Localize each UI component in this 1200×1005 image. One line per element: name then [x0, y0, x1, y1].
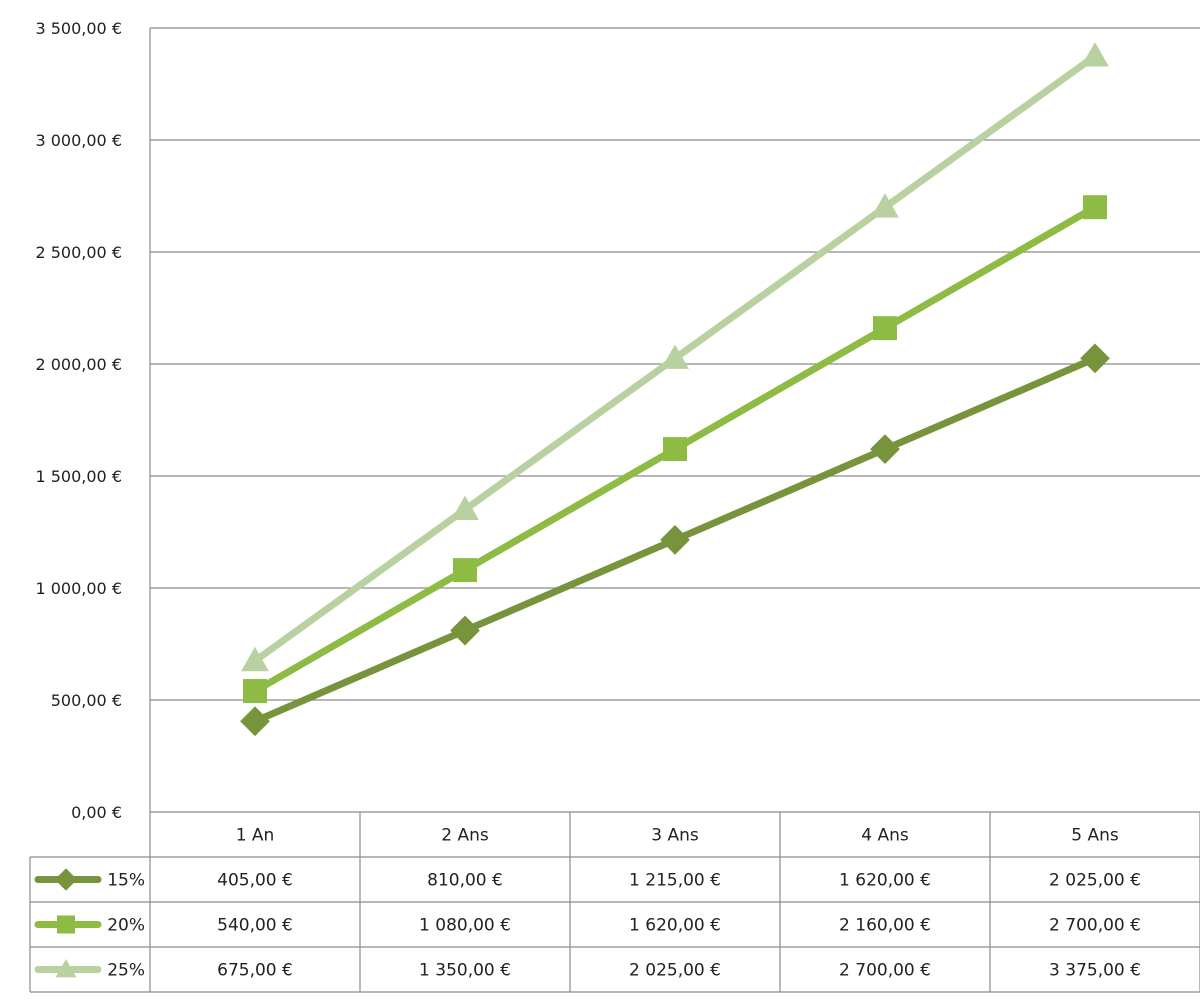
data-table-cell: 540,00 €: [217, 916, 293, 936]
x-tick-label: 1 An: [236, 826, 275, 846]
x-tick-label: 5 Ans: [1071, 826, 1119, 846]
legend-label: 25%: [107, 961, 145, 981]
data-table-cell: 2 025,00 €: [629, 961, 721, 981]
data-point-marker: [661, 344, 689, 369]
data-table: 1 An 2 Ans 3 Ans 4 Ans 5 Ans 15% 405,00 € 810,0…: [29, 812, 1200, 993]
data-table-cell: 675,00 €: [217, 961, 293, 981]
data-point-marker: [451, 495, 479, 521]
data-table-cell: 1 620,00 €: [629, 916, 721, 936]
data-point-marker: [243, 679, 267, 704]
data-point-marker: [663, 437, 687, 462]
legend-key-marker: [57, 915, 75, 934]
y-tick-label: 2 000,00 €: [35, 355, 122, 374]
y-tick-label: 3 500,00 €: [35, 19, 122, 38]
data-point-marker: [1083, 195, 1107, 220]
y-tick-label: 2 500,00 €: [35, 243, 122, 262]
data-table-cell: 2 700,00 €: [1049, 916, 1141, 936]
data-point-marker: [240, 706, 270, 737]
data-table-cell: 3 375,00 €: [1049, 961, 1141, 981]
x-tick-label: 2 Ans: [441, 826, 489, 846]
data-table-cell: 810,00 €: [427, 871, 503, 891]
data-table-cell: 1 620,00 €: [839, 871, 931, 891]
x-tick-label: 3 Ans: [651, 826, 699, 846]
data-point-marker: [873, 316, 897, 341]
data-point-marker: [660, 524, 690, 555]
data-point-marker: [1081, 42, 1109, 67]
legend-key-marker: [54, 868, 78, 891]
legend-label: 15%: [107, 871, 145, 891]
legend-key-marker: [55, 959, 77, 978]
y-tick-label: 0,00 €: [71, 803, 122, 822]
data-table-cell: 2 160,00 €: [839, 916, 931, 936]
y-axis-tick-labels: 0,00 € 500,00 € 1 000,00 € 1 500,00 € 2 000,…: [35, 19, 122, 822]
x-tick-label: 4 Ans: [861, 826, 909, 846]
data-point-marker: [1080, 343, 1110, 374]
data-point-marker: [241, 646, 269, 672]
gridlines: [149, 27, 1200, 813]
data-point-marker: [450, 615, 480, 646]
series-2: [243, 195, 1107, 704]
data-point-marker: [453, 558, 477, 583]
y-tick-label: 3 000,00 €: [35, 131, 122, 150]
data-point-marker: [871, 193, 899, 218]
data-table-cell: 1 350,00 €: [419, 961, 511, 981]
series-3: [241, 42, 1109, 672]
data-table-cell: 1 215,00 €: [629, 871, 721, 891]
y-tick-label: 500,00 €: [51, 691, 122, 710]
data-table-cell: 405,00 €: [217, 871, 293, 891]
y-tick-label: 1 500,00 €: [35, 467, 122, 486]
legend-label: 20%: [107, 916, 145, 936]
series-lines: [240, 42, 1110, 737]
data-table-cell: 1 080,00 €: [419, 916, 511, 936]
data-table-cell: 2 700,00 €: [839, 961, 931, 981]
series-1: [240, 343, 1110, 737]
y-tick-label: 1 000,00 €: [35, 579, 122, 598]
data-table-cell: 2 025,00 €: [1049, 871, 1141, 891]
data-point-marker: [870, 434, 900, 464]
